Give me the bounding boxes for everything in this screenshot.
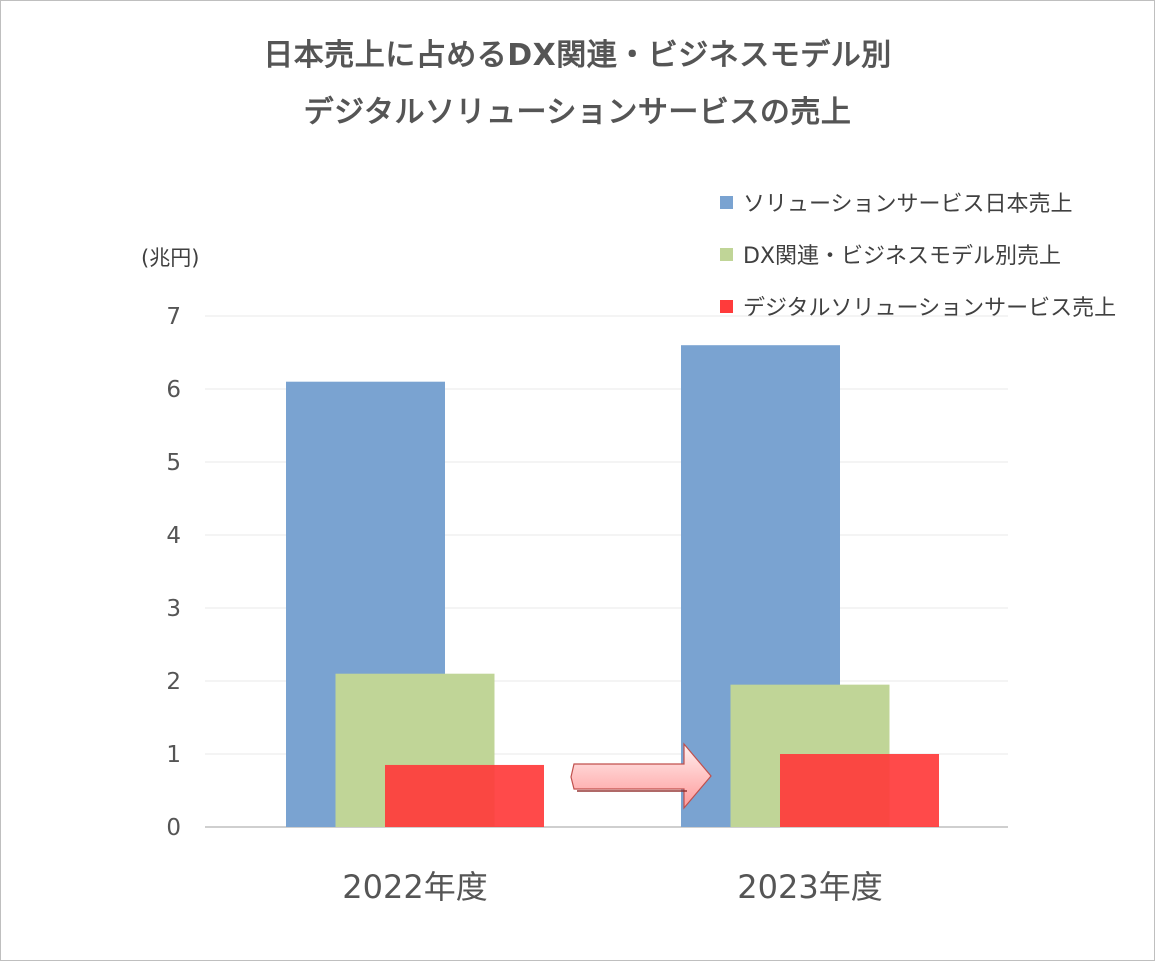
legend-item-solution: ソリューションサービス日本売上 xyxy=(720,176,1116,228)
legend-swatch-digital xyxy=(720,299,733,313)
y-tick-label: 2 xyxy=(166,669,181,695)
x-category-label: 2023年度 xyxy=(737,868,882,906)
legend-swatch-solution xyxy=(720,195,733,209)
y-tick-label: 4 xyxy=(166,523,181,549)
legend-label-solution: ソリューションサービス日本売上 xyxy=(743,192,1073,217)
chart-title-line1: 日本売上に占めるDX関連・ビジネスモデル別 xyxy=(263,38,892,73)
legend: ソリューションサービス日本売上 DX関連・ビジネスモデル別売上 デジタルソリュー… xyxy=(720,176,1116,332)
y-tick-label: 3 xyxy=(166,596,181,622)
x-category-label: 2022年度 xyxy=(342,868,487,906)
legend-label-dx: DX関連・ビジネスモデル別売上 xyxy=(743,244,1062,269)
legend-swatch-dx xyxy=(720,247,733,261)
y-tick-label: 5 xyxy=(166,450,181,476)
y-tick-label: 6 xyxy=(166,377,181,403)
legend-item-dx: DX関連・ビジネスモデル別売上 xyxy=(720,228,1116,280)
y-tick-label: 1 xyxy=(166,742,181,768)
chart-title-line2: デジタルソリューションサービスの売上 xyxy=(303,95,852,130)
legend-label-digital: デジタルソリューションサービス売上 xyxy=(743,296,1117,321)
y-tick-label: 7 xyxy=(166,304,181,330)
increase-arrow-icon xyxy=(570,742,712,810)
y-axis-unit-label: (兆円) xyxy=(141,246,200,270)
y-tick-label: 0 xyxy=(166,815,181,841)
bar-digital-1 xyxy=(385,764,544,827)
bar-digital-2 xyxy=(780,754,939,827)
legend-item-digital: デジタルソリューションサービス売上 xyxy=(720,280,1116,332)
